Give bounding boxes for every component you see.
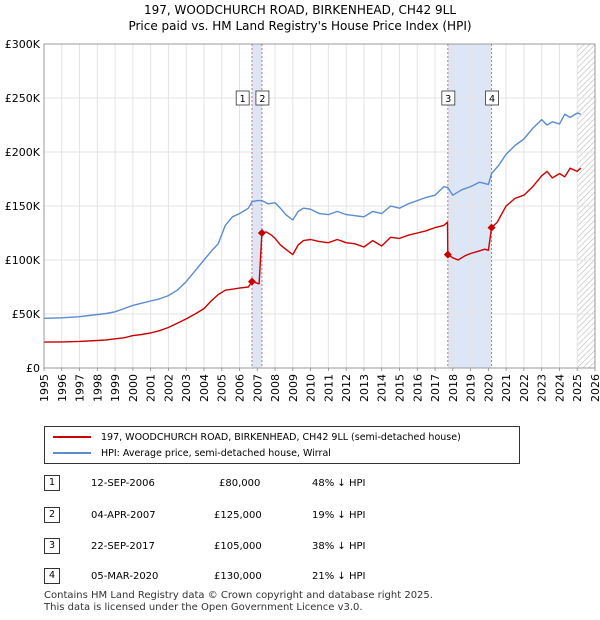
chart-subtitle: Price paid vs. HM Land Registry's House … [128,19,472,33]
x-tick-label: 2026 [589,374,600,402]
sale-label: 4 [489,94,495,105]
x-tick-label: 2006 [234,374,247,402]
sale-label-box [255,90,270,106]
legend-swatch-hpi [53,452,91,454]
x-tick-label: 2007 [251,374,264,402]
x-tick-label: 2010 [305,374,318,402]
y-tick-label: £100K [5,254,41,267]
x-tick-label: 2009 [287,374,300,402]
series-line-property [43,167,582,343]
transaction-hpi-diff: 38% ↓ HPI [312,541,366,552]
transaction-date: 22-SEP-2017 [91,541,155,552]
x-tick-label: 2002 [162,374,175,402]
x-tick-label: 1999 [109,374,122,402]
y-tick-label: £50K [12,308,41,321]
sale-label-box [235,90,250,106]
x-tick-label: 2025 [571,374,584,402]
sale-marker [257,229,266,237]
x-tick-label: 2020 [482,374,495,402]
table-row: 4 05-MAR-2020 £130,000 21% ↓ HPI [44,568,464,588]
y-tick-label: £200K [5,146,41,159]
transaction-price: £105,000 [214,541,262,552]
transaction-date: 12-SEP-2006 [91,478,155,489]
y-tick-label: £0 [26,362,40,375]
transaction-price: £80,000 [219,478,261,489]
price-chart: £0 £50K £100K £150K £200K £250K £300K 1995 1996 1… [5,38,600,402]
x-tick-label: 2011 [322,374,335,402]
y-tick-label: £300K [5,38,41,51]
transaction-price: £130,000 [214,571,262,582]
transaction-price: £125,000 [214,510,262,521]
x-tick-label: 2014 [376,374,389,402]
chart-title: 197, WOODCHURCH ROAD, BIRKENHEAD, CH42 9… [143,3,457,17]
x-tick-label: 2023 [536,374,549,402]
x-tick-label: 2022 [518,374,531,402]
transaction-hpi-diff: 48% ↓ HPI [312,478,366,489]
transaction-hpi-diff: 19% ↓ HPI [312,510,366,521]
axes-frame [43,43,596,369]
sale-marker [247,277,256,286]
transaction-number: 1 [44,475,60,491]
table-row: 1 12-SEP-2006 £80,000 48% ↓ HPI [44,475,464,495]
x-tick-label: 1995 [38,374,51,402]
transaction-date: 04-APR-2007 [91,510,156,521]
sale-label-box [441,90,456,106]
sale-label: 1 [240,94,246,105]
legend-swatch-property [53,436,91,438]
sale-marker [487,223,496,232]
footer-copyright: Contains HM Land Registry data © Crown c… [44,590,433,601]
x-tick-label: 2024 [553,374,566,402]
sale-label: 2 [259,94,265,105]
legend-item-property: 197, WOODCHURCH ROAD, BIRKENHEAD, CH42 9… [53,429,461,445]
x-tick-label: 2001 [145,374,158,402]
legend-item-hpi: HPI: Average price, semi-detached house,… [53,445,331,461]
sale-label: 3 [445,94,451,105]
table-row: 3 22-SEP-2017 £105,000 38% ↓ HPI [44,538,464,558]
x-tick-label: 2004 [198,374,211,402]
x-tick-label: 2003 [180,374,193,402]
table-row: 2 04-APR-2007 £125,000 19% ↓ HPI [44,507,464,527]
x-tick-label: 2016 [411,374,424,402]
transaction-date: 05-MAR-2020 [91,571,159,582]
footer-licence: This data is licensed under the Open Gov… [44,602,363,613]
legend: 197, WOODCHURCH ROAD, BIRKENHEAD, CH42 9… [44,426,520,464]
x-tick-label: 1996 [56,374,69,402]
legend-label-property: 197, WOODCHURCH ROAD, BIRKENHEAD, CH42 9… [101,431,461,443]
y-tick-label: £150K [5,200,41,213]
x-tick-label: 1998 [91,374,104,402]
transaction-number: 2 [44,507,60,523]
x-tick-label: 2013 [358,374,371,402]
x-tick-label: 2000 [127,374,140,402]
x-tick-label: 2021 [500,374,513,402]
legend-label-hpi: HPI: Average price, semi-detached house,… [101,447,331,459]
transaction-number: 4 [44,568,60,584]
x-tick-label: 2008 [269,374,282,402]
series-line-hpi [43,112,582,319]
x-tick-label: 2019 [465,374,478,402]
y-tick-label: £250K [5,92,41,105]
transaction-hpi-diff: 21% ↓ HPI [312,571,366,582]
sale-marker [443,250,452,259]
x-tick-label: 1997 [74,374,87,402]
x-tick-label: 2012 [340,374,353,402]
transaction-number: 3 [44,538,60,554]
x-tick-label: 2018 [447,374,460,402]
x-tick-label: 2017 [429,374,442,402]
x-tick-label: 2005 [216,374,229,402]
x-tick-label: 2015 [393,374,406,402]
sale-label-box [485,90,499,106]
